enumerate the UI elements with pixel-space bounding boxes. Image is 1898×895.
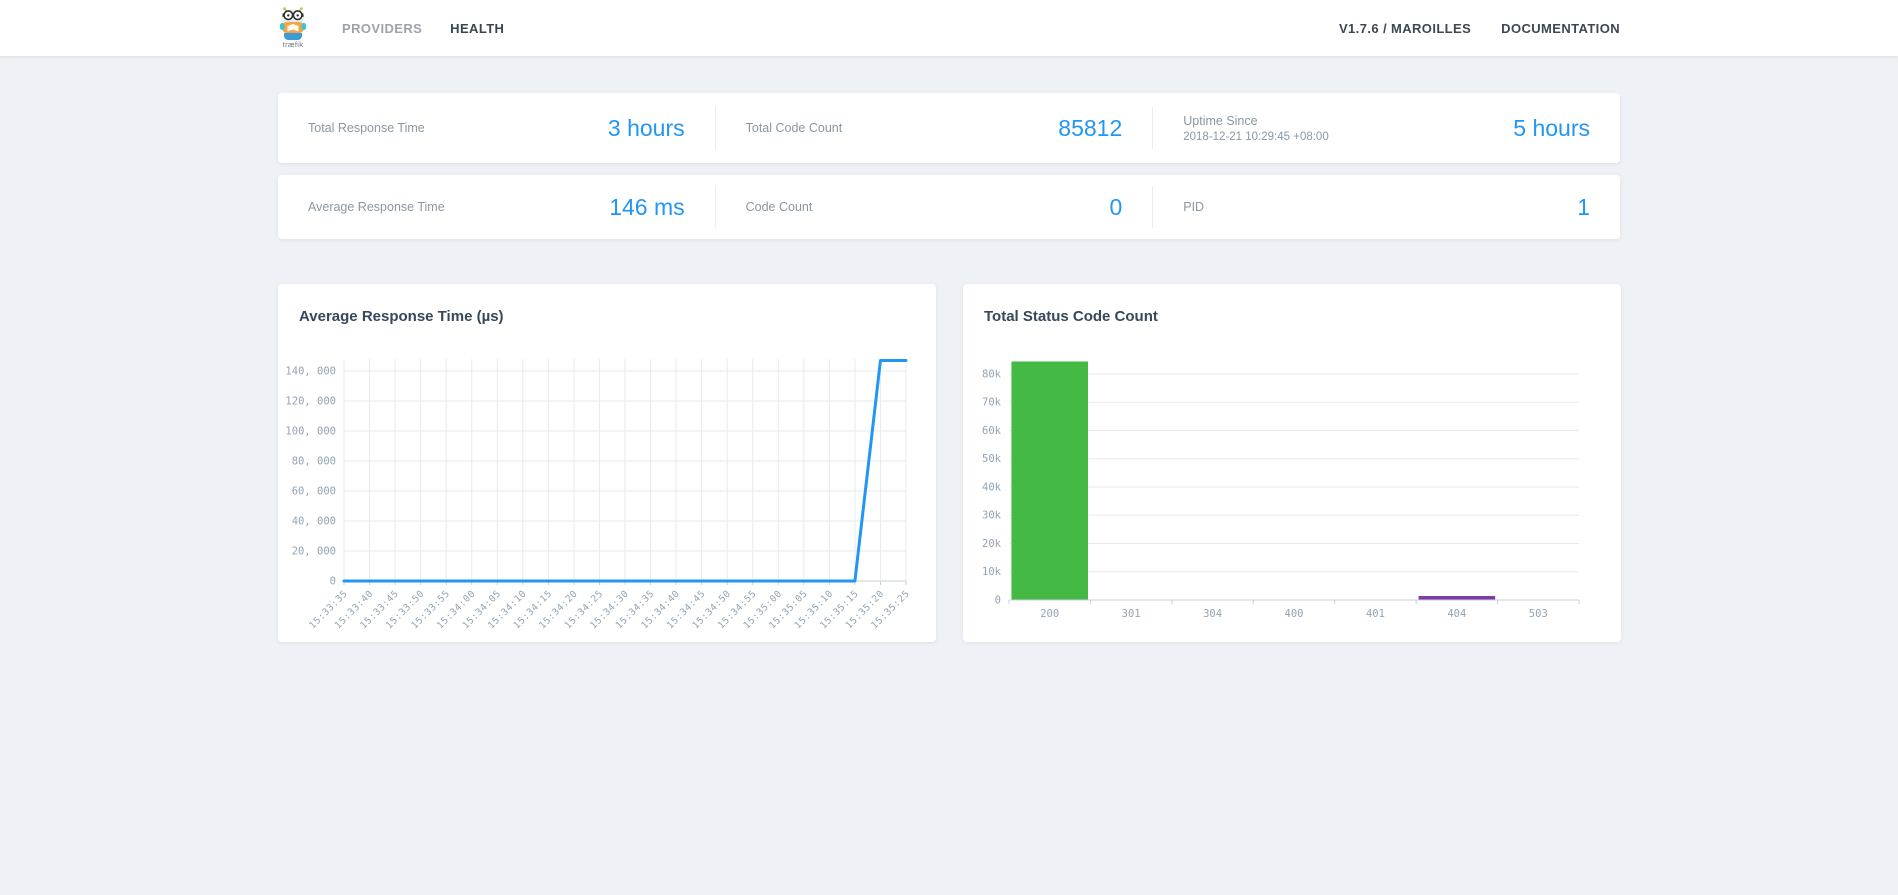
stat-label: Uptime Since bbox=[1183, 113, 1258, 128]
stat-average-response-time: Average Response Time 146 ms bbox=[278, 175, 715, 239]
stat-total-code-count: Total Code Count 85812 bbox=[716, 93, 1153, 163]
svg-text:70k: 70k bbox=[982, 397, 1002, 409]
response-time-line-chart[interactable]: 0 20, 000 40, 000 60, 000 80, 000 100, 000 120… bbox=[278, 339, 936, 639]
svg-text:10k: 10k bbox=[982, 566, 1002, 578]
svg-text:40k: 40k bbox=[982, 481, 1002, 493]
stat-total-response-time: Total Response Time 3 hours bbox=[278, 93, 715, 163]
svg-text:120, 000: 120, 000 bbox=[285, 396, 336, 408]
divider bbox=[1152, 107, 1154, 149]
traefik-gopher-icon bbox=[279, 7, 307, 40]
svg-text:30k: 30k bbox=[982, 510, 1002, 522]
svg-text:401: 401 bbox=[1366, 608, 1385, 620]
svg-text:140, 000: 140, 000 bbox=[285, 366, 336, 378]
svg-text:0: 0 bbox=[995, 595, 1001, 607]
chart-title: Average Response Time (µs) bbox=[299, 308, 504, 325]
top-navbar: træfik PROVIDERS HEALTH V1.7.6 / MAROILL… bbox=[0, 0, 1898, 56]
divider bbox=[714, 107, 716, 149]
stat-value: 3 hours bbox=[607, 114, 685, 141]
stat-label: Average Response Time bbox=[308, 200, 445, 214]
svg-text:200: 200 bbox=[1040, 608, 1059, 620]
stat-label: Total Response Time bbox=[308, 121, 425, 135]
stat-label: Code Count bbox=[745, 200, 813, 214]
documentation-link[interactable]: DOCUMENTATION bbox=[1501, 20, 1620, 36]
status-code-bar-chart[interactable]: 0 10k 20k 30k 40k 50k 60k 70k 80k 200 301 304 400 401… bbox=[963, 339, 1621, 639]
svg-text:60k: 60k bbox=[982, 425, 1002, 437]
svg-text:40, 000: 40, 000 bbox=[292, 516, 336, 528]
nav-item-health[interactable]: HEALTH bbox=[450, 20, 505, 36]
stat-value: 146 ms bbox=[609, 193, 685, 220]
response-time-chart-card: Average Response Time (µs) 0 20, 000 40, 0… bbox=[278, 284, 936, 642]
svg-text:301: 301 bbox=[1122, 608, 1141, 620]
uptime-timestamp: 2018-12-21 10:29:45 +08:00 bbox=[1183, 130, 1329, 143]
svg-text:50k: 50k bbox=[982, 453, 1002, 465]
logo-caption: træfik bbox=[282, 40, 304, 49]
svg-text:60, 000: 60, 000 bbox=[292, 486, 336, 498]
charts-row: Average Response Time (µs) 0 20, 000 40, 0… bbox=[278, 284, 1621, 642]
stats-row-current: Average Response Time 146 ms Code Count … bbox=[278, 175, 1620, 239]
svg-text:100, 000: 100, 000 bbox=[285, 426, 336, 438]
stat-value: 0 bbox=[1109, 193, 1123, 220]
stat-label: PID bbox=[1183, 200, 1205, 214]
svg-text:20k: 20k bbox=[982, 538, 1002, 550]
stat-value: 85812 bbox=[1058, 114, 1123, 141]
svg-text:400: 400 bbox=[1285, 608, 1304, 620]
divider bbox=[714, 186, 716, 228]
chart-title: Total Status Code Count bbox=[984, 308, 1158, 325]
stat-pid: PID 1 bbox=[1153, 175, 1620, 239]
stats-row-totals: Total Response Time 3 hours Total Code C… bbox=[278, 93, 1620, 163]
stat-code-count: Code Count 0 bbox=[716, 175, 1153, 239]
stat-label: Total Code Count bbox=[745, 121, 843, 135]
svg-text:80k: 80k bbox=[982, 368, 1002, 380]
svg-text:304: 304 bbox=[1203, 608, 1222, 620]
version-label: V1.7.6 / MAROILLES bbox=[1338, 20, 1472, 36]
svg-text:20, 000: 20, 000 bbox=[292, 546, 336, 558]
status-code-chart-card: Total Status Code Count 0 10k 20k 30k 40k 50k… bbox=[963, 284, 1621, 642]
stat-value: 1 bbox=[1577, 193, 1590, 220]
svg-text:404: 404 bbox=[1447, 608, 1466, 620]
svg-text:503: 503 bbox=[1529, 608, 1548, 620]
divider bbox=[1152, 186, 1154, 228]
main-content: Total Response Time 3 hours Total Code C… bbox=[278, 93, 1621, 642]
nav-item-providers[interactable]: PROVIDERS bbox=[342, 20, 423, 36]
traefik-logo: træfik bbox=[278, 7, 308, 49]
stat-uptime-since: Uptime Since 2018-12-21 10:29:45 +08:00 … bbox=[1153, 93, 1620, 163]
stat-value: 5 hours bbox=[1513, 114, 1590, 141]
svg-text:80, 000: 80, 000 bbox=[292, 456, 336, 468]
svg-text:0: 0 bbox=[330, 576, 336, 588]
